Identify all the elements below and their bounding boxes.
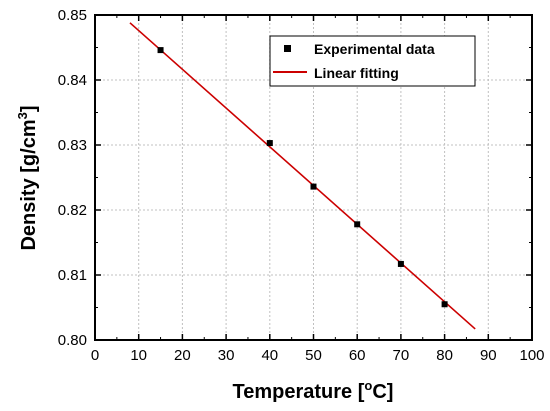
legend-box xyxy=(269,35,476,87)
plot-series xyxy=(129,22,476,330)
x-tick-label: 20 xyxy=(174,347,191,364)
x-tick-label: 70 xyxy=(393,347,410,364)
experimental-data-point xyxy=(354,221,361,228)
x-tick-label: 50 xyxy=(305,347,322,364)
x-tick-label: 80 xyxy=(436,347,453,364)
legend-marker-experimental xyxy=(284,45,291,52)
experimental-data-point xyxy=(397,260,404,267)
y-tick-label: 0.83 xyxy=(58,137,87,154)
x-tick-label: 40 xyxy=(261,347,278,364)
legend-label-fitting: Linear fitting xyxy=(314,65,399,81)
x-tick-label: 100 xyxy=(519,347,544,364)
experimental-data-point xyxy=(441,301,448,308)
legend: Experimental data Linear fitting xyxy=(269,35,476,87)
experimental-data-point xyxy=(266,140,273,147)
y-axis-title: Density [g/cm3] xyxy=(15,105,40,250)
y-tick-label: 0.85 xyxy=(58,7,87,24)
legend-label-experimental: Experimental data xyxy=(314,41,435,57)
x-tick-labels: 0 10 20 30 40 50 60 70 80 90 100 xyxy=(91,347,545,364)
x-axis-title: Temperature [oC] xyxy=(233,378,394,403)
experimental-data-point xyxy=(157,47,164,54)
y-tick-labels: 0.80 0.81 0.82 0.83 0.84 0.85 xyxy=(58,7,87,349)
plot-frame xyxy=(94,14,533,341)
linear-fit-line xyxy=(129,22,476,330)
y-tick-label: 0.82 xyxy=(58,202,87,219)
x-tick-label: 10 xyxy=(130,347,147,364)
experimental-data-point xyxy=(310,183,317,190)
y-tick-label: 0.84 xyxy=(58,72,87,89)
x-tick-label: 30 xyxy=(218,347,235,364)
x-tick-label: 90 xyxy=(480,347,497,364)
y-tick-label: 0.81 xyxy=(58,267,87,284)
y-tick-label: 0.80 xyxy=(58,332,87,349)
x-tick-label: 0 xyxy=(91,347,99,364)
x-tick-label: 60 xyxy=(349,347,366,364)
